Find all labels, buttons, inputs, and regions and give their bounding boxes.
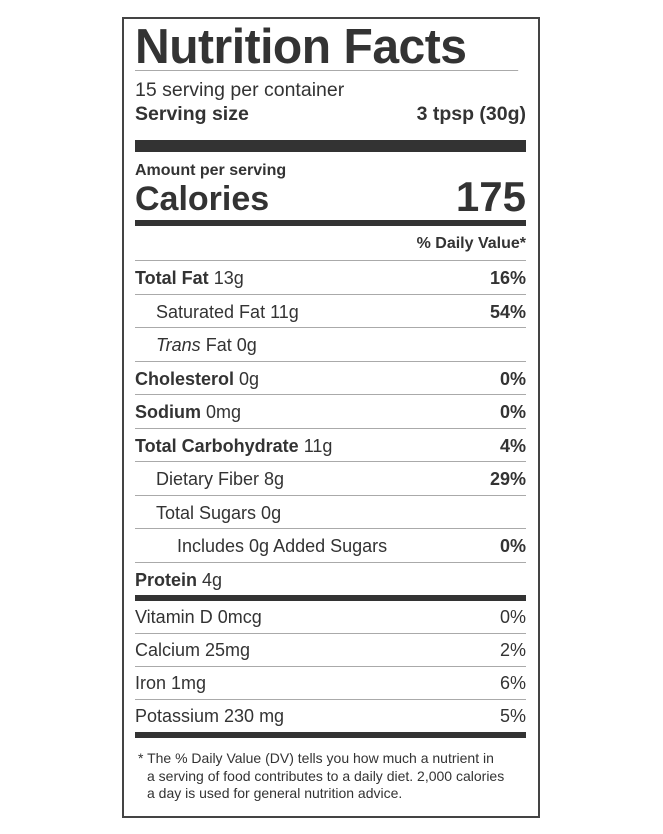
- servings-per-container: 15 serving per container: [135, 79, 345, 101]
- nutrient-name: Fat 0g: [205, 335, 257, 355]
- nutrient-amount: 4g: [202, 569, 223, 590]
- vitamin-dv: 0%: [499, 607, 526, 627]
- nutrient-name: Protein: [135, 569, 198, 590]
- nutrient-row-total-fat: Total Fat 13g 16%: [135, 261, 526, 295]
- serving-size-label: Serving size: [135, 103, 249, 125]
- vitamin-row: Vitamin D 0mcg 0%: [135, 601, 526, 634]
- nutrient-row-saturated-fat: Saturated Fat 11g 54%: [135, 295, 526, 328]
- divider-medium: [135, 732, 526, 738]
- nutrient-amount: 13g: [213, 268, 244, 288]
- nutrient-dv: 16%: [489, 268, 526, 288]
- nutrient-amount: 11g: [303, 435, 333, 456]
- serving-size: Serving size 3 tpsp (30g): [135, 102, 526, 126]
- vitamin-name: Iron 1mg: [135, 673, 207, 693]
- vitamin-dv: 2%: [499, 640, 526, 660]
- divider-medium: [135, 220, 526, 226]
- nutrient-name: Saturated Fat 11g: [156, 301, 299, 322]
- nutrient-name-italic: Trans: [156, 335, 201, 355]
- nutrient-name: Dietary Fiber 8g: [156, 469, 285, 489]
- calories-row: Calories 175: [135, 176, 526, 219]
- vitamin-row: Potassium 230 mg 5%: [135, 700, 526, 732]
- vitamin-dv: 5%: [499, 706, 526, 726]
- nutrient-name: Total Sugars 0g: [156, 502, 282, 523]
- vitamin-row: Calcium 25mg 2%: [135, 634, 526, 667]
- label-title: Nutrition Facts: [135, 19, 519, 74]
- vitamin-name: Potassium 230 mg: [135, 706, 285, 726]
- nutrient-dv: 54%: [489, 301, 526, 322]
- calories-value: 175: [455, 173, 526, 220]
- nutrient-row-total-sugars: Total Sugars 0g: [135, 496, 526, 529]
- nutrient-dv: 0%: [499, 402, 526, 422]
- nutrient-name: Cholesterol: [135, 368, 235, 389]
- calories-label: Calories: [135, 180, 270, 218]
- nutrient-row-protein: Protein 4g: [135, 563, 526, 596]
- footnote-line: a day is used for general nutrition advi…: [147, 785, 403, 801]
- nutrition-facts-label: Nutrition Facts 15 serving per container…: [122, 17, 540, 818]
- nutrient-row-added-sugars: Includes 0g Added Sugars 0%: [135, 529, 526, 563]
- footnote-line: * The % Daily Value (DV) tells you how m…: [138, 750, 494, 766]
- nutrient-dv: 29%: [489, 469, 526, 489]
- vitamin-row: Iron 1mg 6%: [135, 667, 526, 700]
- vitamin-name: Vitamin D 0mcg: [135, 607, 262, 627]
- nutrient-dv: 4%: [499, 435, 526, 456]
- amount-per-serving: Amount per serving: [135, 162, 287, 179]
- nutrient-row-trans-fat: Trans Fat 0g: [135, 328, 526, 362]
- nutrient-amount: 0mg: [206, 402, 242, 422]
- nutrient-name: Sodium: [135, 402, 201, 422]
- nutrient-row-sodium: Sodium 0mg 0%: [135, 395, 526, 429]
- nutrient-row-total-carbohydrate: Total Carbohydrate 11g 4%: [135, 429, 526, 462]
- vitamin-dv: 6%: [499, 673, 526, 693]
- nutrient-row-dietary-fiber: Dietary Fiber 8g 29%: [135, 462, 526, 496]
- daily-value-header: % Daily Value*: [135, 226, 526, 261]
- nutrient-name: Total Fat: [135, 268, 209, 288]
- divider-medium: [135, 595, 526, 601]
- nutrient-dv: 0%: [499, 536, 526, 556]
- footnote-line: a serving of food contributes to a daily…: [147, 767, 505, 784]
- divider-thick: [135, 140, 526, 152]
- footnote: * The % Daily Value (DV) tells you how m…: [135, 750, 526, 803]
- nutrient-dv: 0%: [499, 368, 526, 389]
- serving-size-value: 3 tpsp (30g): [416, 103, 526, 125]
- nutrient-name: Total Carbohydrate: [135, 435, 299, 456]
- nutrient-amount: 0g: [239, 368, 260, 389]
- vitamin-name: Calcium 25mg: [135, 640, 251, 660]
- nutrient-name: Includes 0g Added Sugars: [177, 536, 388, 556]
- nutrient-row-cholesterol: Cholesterol 0g 0%: [135, 362, 526, 395]
